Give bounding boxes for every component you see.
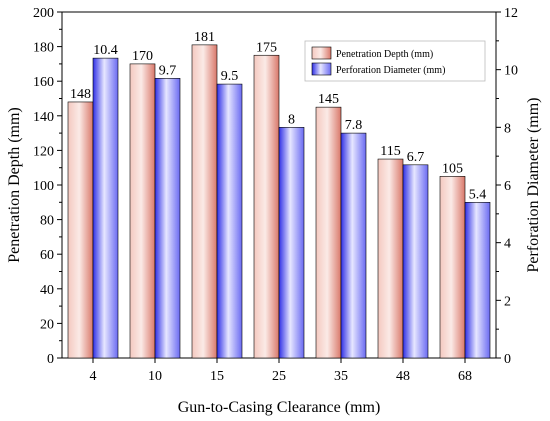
penetration-depth-bar: [129, 63, 156, 359]
perforation-diameter-value-label: 6.7: [407, 150, 425, 165]
perforation-diameter-value-label: 9.5: [221, 69, 239, 84]
legend-swatch-penetration-depth: [311, 46, 332, 60]
left-y-tick-label: 200: [33, 6, 54, 21]
left-y-tick-label: 120: [33, 144, 54, 159]
x-tick-label: 10: [148, 369, 162, 384]
perforation-diameter-bar: [278, 127, 305, 359]
perforation-diameter-value-label: 10.4: [93, 43, 118, 58]
left-y-tick-label: 140: [33, 110, 54, 125]
right-y-tick-label: 0: [504, 352, 511, 367]
perforation-diameter-value-label: 7.8: [345, 118, 363, 133]
left-y-tick-label: 160: [33, 75, 54, 90]
penetration-depth-value-label: 105: [442, 161, 463, 176]
x-tick-label: 68: [458, 369, 472, 384]
penetration-depth-bar: [67, 101, 94, 359]
perforation-diameter-bar: [340, 132, 367, 359]
left-y-tick-label: 180: [33, 41, 54, 56]
bars-layer: [67, 44, 491, 359]
right-y-tick-label: 6: [504, 179, 511, 194]
right-y-tick-label: 10: [504, 64, 518, 79]
penetration-depth-value-label: 181: [194, 30, 215, 45]
legend-label-penetration-depth: Penetration Depth (mm): [336, 49, 433, 60]
x-tick-label: 35: [334, 369, 348, 384]
penetration-depth-bar: [439, 176, 466, 359]
legend: Penetration Depth (mm) Perforation Diame…: [304, 40, 486, 82]
penetration-depth-value-label: 170: [132, 49, 153, 64]
right-y-tick-label: 2: [504, 294, 511, 309]
left-y-axis-title: Penetration Depth (mm): [6, 107, 23, 263]
x-axis: 4 10 15 25 35 48 68: [90, 358, 472, 384]
data-labels-layer: 148 170 181 175 145 115 105 10.4 9.7 9.5 8 7.8 6.7 5.…: [70, 30, 486, 202]
penetration-depth-value-label: 148: [70, 87, 91, 102]
legend-swatch-perforation-diameter: [311, 62, 332, 76]
left-y-tick-label: 80: [40, 214, 54, 229]
x-axis-title: Gun-to-Casing Clearance (mm): [178, 399, 381, 416]
perforation-diameter-value-label: 8: [288, 112, 295, 127]
left-y-tick-label: 40: [40, 283, 54, 298]
perforation-diameter-bar: [154, 78, 181, 359]
right-y-tick-label: 8: [504, 121, 511, 136]
perforation-diameter-bar: [92, 57, 119, 359]
penetration-depth-value-label: 175: [256, 40, 277, 55]
penetration-depth-bar: [315, 106, 342, 359]
perforation-diameter-bar: [402, 164, 429, 359]
legend-box: [304, 40, 486, 82]
right-y-axis: 0 2 4 6 8 10 12: [496, 6, 518, 367]
x-tick-label: 48: [396, 369, 410, 384]
left-y-tick-label: 0: [47, 352, 54, 367]
perforation-diameter-bar: [464, 202, 491, 359]
perforation-diameter-value-label: 9.7: [159, 63, 177, 78]
left-y-tick-label: 60: [40, 248, 54, 263]
penetration-depth-bar: [377, 158, 404, 359]
penetration-depth-bar: [253, 54, 280, 359]
penetration-depth-value-label: 115: [380, 144, 400, 159]
x-tick-label: 25: [272, 369, 286, 384]
perforation-diameter-value-label: 5.4: [469, 187, 487, 202]
right-y-axis-title: Perforation Diameter (mm): [525, 97, 542, 272]
x-tick-label: 4: [90, 369, 97, 384]
left-y-axis: 0 20 40 60 80 100 120 140 160 180 200: [33, 6, 62, 367]
penetration-depth-bar: [191, 44, 218, 359]
left-y-tick-label: 20: [40, 317, 54, 332]
left-y-tick-label: 100: [33, 179, 54, 194]
right-y-tick-label: 12: [504, 6, 518, 21]
right-y-tick-label: 4: [504, 237, 511, 252]
penetration-depth-value-label: 145: [318, 92, 339, 107]
legend-label-perforation-diameter: Perforation Diameter (mm): [336, 65, 445, 76]
x-tick-label: 15: [210, 369, 224, 384]
perforation-diameter-bar: [216, 83, 243, 359]
